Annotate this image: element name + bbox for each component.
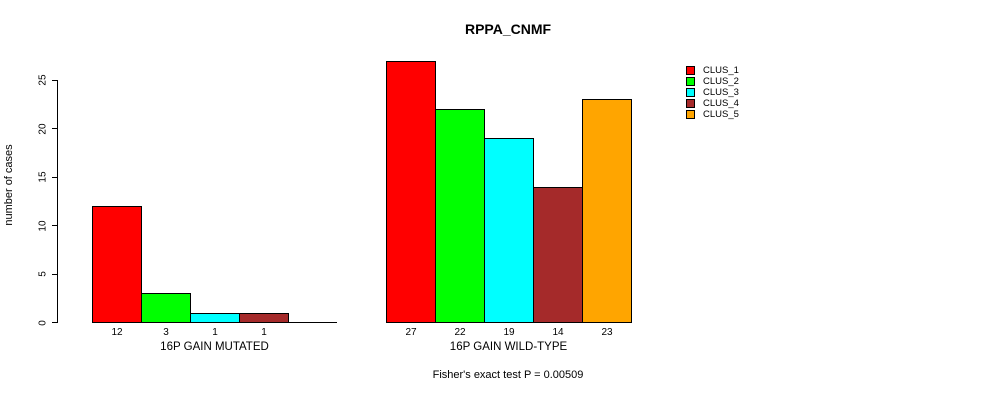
bar-clus-1-mutated xyxy=(92,206,142,323)
y-axis-tick xyxy=(52,128,58,129)
legend-item-label: CLUS_3 xyxy=(703,87,739,98)
group-label-wild-type: 16P GAIN WILD-TYPE xyxy=(449,341,568,353)
bar-value-label: 1 xyxy=(212,327,218,338)
legend-item-label: CLUS_5 xyxy=(703,109,739,120)
bar-value-label: 1 xyxy=(261,327,267,338)
chart-title: RPPA_CNMF xyxy=(464,21,552,37)
bar-value-label: 12 xyxy=(111,327,123,338)
legend-item-label: CLUS_2 xyxy=(703,76,739,87)
bar-clus-3-wild-type xyxy=(484,138,534,323)
legend-color-swatch xyxy=(686,99,695,108)
bar-clus-2-mutated xyxy=(141,293,191,323)
group-label-mutated: 16P GAIN MUTATED xyxy=(160,341,269,353)
legend-color-swatch xyxy=(686,66,695,75)
legend-item: CLUS_4 xyxy=(686,98,739,109)
bar-clus-4-mutated xyxy=(239,313,289,323)
legend-color-swatch xyxy=(686,77,695,86)
legend-item-label: CLUS_4 xyxy=(703,98,739,109)
legend-item: CLUS_5 xyxy=(686,109,739,120)
legend-item: CLUS_2 xyxy=(686,76,739,87)
y-axis-tick xyxy=(52,322,58,323)
y-axis-tick xyxy=(52,225,58,226)
bar-value-label: 23 xyxy=(601,327,613,338)
bar-value-label: 27 xyxy=(405,327,417,338)
bar-clus-5-wild-type xyxy=(582,99,632,323)
bar-value-label: 3 xyxy=(163,327,169,338)
legend-color-swatch xyxy=(686,88,695,97)
bar-clus-4-wild-type xyxy=(533,187,583,323)
y-axis-tick xyxy=(52,273,58,275)
legend-item: CLUS_1 xyxy=(686,65,739,76)
legend-item: CLUS_3 xyxy=(686,87,739,98)
legend-item-label: CLUS_1 xyxy=(703,65,739,76)
fisher-test-annotation: Fisher's exact test P = 0.00509 xyxy=(432,369,584,381)
bar-value-label: 22 xyxy=(454,327,466,338)
y-axis-tick xyxy=(52,176,58,178)
legend-color-swatch xyxy=(686,110,695,119)
bar-value-label: 14 xyxy=(552,327,564,338)
y-axis-line xyxy=(57,80,58,323)
y-axis-tick xyxy=(52,79,58,81)
bar-value-label: 19 xyxy=(503,327,515,338)
